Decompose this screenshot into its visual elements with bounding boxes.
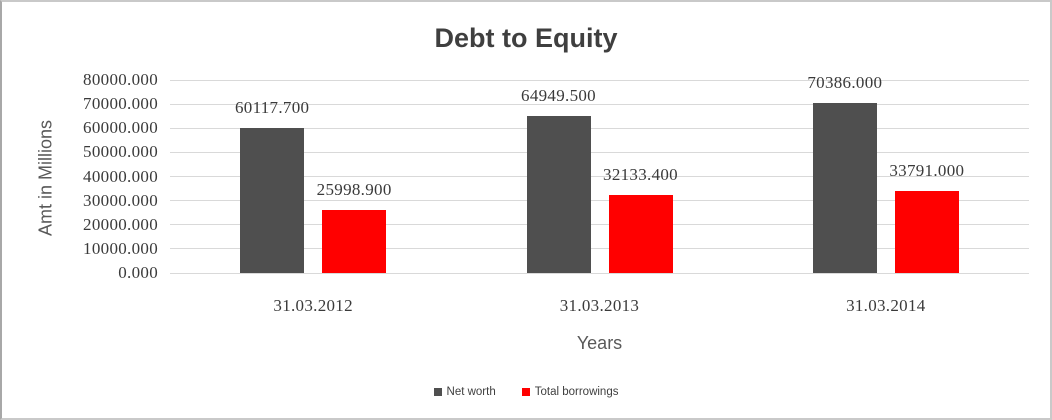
y-axis-tick-label: 20000.000 xyxy=(83,214,158,234)
data-label: 25998.900 xyxy=(316,180,392,200)
legend: Net worth Total borrowings xyxy=(2,386,1050,398)
y-axis-tick-label: 10000.000 xyxy=(83,238,158,258)
bar-total-borrowings xyxy=(894,191,959,273)
gridline xyxy=(170,200,1029,202)
bar-net-worth xyxy=(812,103,877,273)
legend-marker-total-borrowings xyxy=(521,388,530,396)
gridline xyxy=(170,224,1029,226)
legend-item: Total borrowings xyxy=(521,386,619,398)
legend-label: Total borrowings xyxy=(534,386,619,398)
gridline xyxy=(170,272,1029,274)
gridline xyxy=(170,248,1029,250)
x-axis-category-label: 31.03.2013 xyxy=(559,296,640,315)
legend-item: Net worth xyxy=(433,386,496,398)
bar-total-borrowings xyxy=(322,210,387,273)
bar-net-worth xyxy=(240,127,305,273)
y-axis-tick-label: 40000.000 xyxy=(83,166,158,186)
data-label: 70386.000 xyxy=(807,73,883,93)
data-label: 33791.000 xyxy=(889,161,965,181)
y-axis-tick-label: 60000.000 xyxy=(83,118,158,138)
y-axis-tick-label: 0.000 xyxy=(118,263,158,282)
legend-label: Net worth xyxy=(446,386,496,398)
bar-total-borrowings xyxy=(608,195,673,273)
gridline xyxy=(170,176,1029,177)
gridline xyxy=(170,103,1029,105)
gridline xyxy=(170,79,1029,81)
x-axis-category-label: 31.03.2012 xyxy=(273,296,353,315)
gridline xyxy=(170,127,1029,129)
x-axis-title: Years xyxy=(576,333,623,353)
y-axis-tick-label: 70000.000 xyxy=(83,94,158,114)
y-axis-tick-label: 50000.000 xyxy=(83,142,158,162)
data-label: 64949.500 xyxy=(521,86,596,106)
chart-title: Debt to Equity xyxy=(434,23,618,53)
data-label: 32133.400 xyxy=(603,165,678,185)
y-axis-tick-label: 80000.000 xyxy=(83,70,158,89)
legend-marker-net-worth xyxy=(433,388,442,396)
bar-net-worth xyxy=(526,116,591,273)
y-axis-tick-label: 30000.000 xyxy=(83,190,158,210)
x-axis-category-label: 31.03.2014 xyxy=(846,296,926,315)
data-label: 60117.700 xyxy=(234,97,310,117)
gridline xyxy=(170,151,1029,153)
